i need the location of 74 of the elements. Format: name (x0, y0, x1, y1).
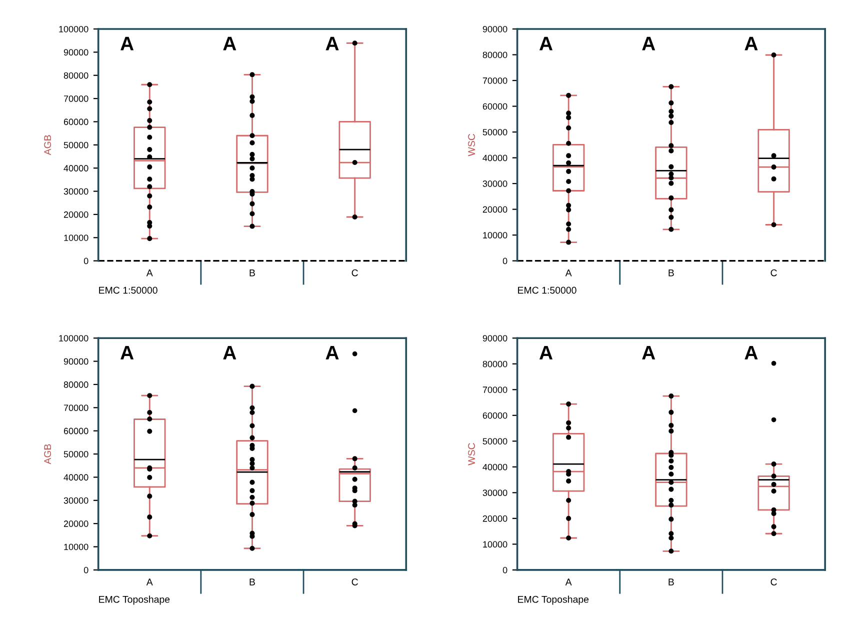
x-tick-label: B (250, 270, 255, 276)
y-tick-label: 80000 (482, 360, 508, 368)
y-tick-label: 20000 (482, 515, 508, 522)
y-tick-label: 60000 (482, 412, 508, 419)
y-tick-label: 50000 (64, 450, 88, 458)
y-tick-label: 60000 (64, 118, 88, 126)
y-tick-label: 60000 (482, 103, 508, 110)
y-tick-label: 20000 (482, 206, 508, 213)
y-tick-label: 100000 (59, 335, 88, 342)
y-tick-label: 20000 (64, 520, 88, 527)
x-tick-label: A (565, 578, 572, 586)
y-tick-label: 0 (84, 258, 88, 264)
y-tick-label: 0 (502, 566, 508, 574)
y-tick-label: 40000 (482, 464, 508, 470)
y-tick-label: 10000 (483, 232, 508, 238)
y-tick-label: 100000 (59, 26, 88, 32)
y-tick-label: 0 (84, 566, 88, 574)
y-tick-label: 70000 (64, 96, 88, 102)
y-tick-label: 10000 (64, 234, 88, 241)
annotation: A (223, 346, 236, 360)
annotation: A (223, 36, 236, 50)
y-tick-label: 30000 (482, 490, 508, 496)
y-tick-label: 30000 (64, 497, 88, 504)
y-tick-label: 50000 (482, 438, 508, 444)
y-tick-label: 0 (502, 258, 508, 264)
y-tick-label: 40000 (64, 165, 88, 172)
y-tick-label: 40000 (64, 474, 88, 481)
annotation: A (539, 36, 553, 50)
y-tick-label: 90000 (482, 26, 508, 32)
x-axis-title: EMC 1:50000 (99, 286, 158, 294)
y-axis-title: AGB (44, 135, 52, 156)
x-tick-label: B (668, 578, 674, 586)
y-tick-label: 10000 (64, 544, 88, 550)
y-axis-title: WSC (468, 134, 475, 156)
annotation: A (326, 36, 339, 50)
y-tick-label: 90000 (482, 335, 508, 342)
y-tick-label: 80000 (64, 381, 88, 388)
y-tick-label: 60000 (64, 428, 88, 434)
annotation: A (120, 36, 134, 50)
x-axis-title: EMC Toposhape (518, 596, 589, 605)
y-axis-title: AGB (44, 444, 52, 464)
x-tick-label: A (565, 270, 572, 276)
annotation: A (120, 346, 134, 360)
annotation: A (642, 36, 656, 50)
annotation: A (326, 346, 339, 360)
x-tick-label: C (770, 578, 777, 586)
x-tick-label: B (668, 270, 674, 276)
y-tick-label: 80000 (482, 52, 508, 58)
y-tick-label: 30000 (482, 180, 508, 187)
y-tick-label: 70000 (64, 404, 88, 412)
y-axis-title: WSC (468, 443, 475, 466)
annotation: A (642, 346, 656, 360)
y-tick-label: 70000 (482, 77, 508, 84)
y-tick-label: 30000 (64, 188, 88, 195)
y-tick-label: 40000 (482, 154, 508, 162)
y-tick-label: 90000 (64, 49, 88, 56)
x-tick-label: A (146, 270, 153, 276)
annotation: A (744, 36, 758, 50)
y-tick-label: 20000 (64, 211, 88, 218)
y-tick-label: 70000 (482, 386, 508, 393)
x-tick-label: B (250, 578, 255, 586)
y-tick-label: 10000 (483, 541, 508, 548)
x-tick-label: A (146, 578, 153, 586)
x-axis-title: EMC 1:50000 (518, 286, 576, 294)
x-axis-title: EMC Toposhape (99, 596, 170, 605)
y-tick-label: 80000 (64, 72, 88, 79)
y-tick-label: 50000 (64, 142, 88, 148)
y-tick-label: 90000 (64, 358, 88, 365)
x-tick-label: C (352, 269, 358, 276)
annotation: A (744, 346, 758, 360)
y-tick-label: 50000 (482, 128, 508, 136)
annotation: A (539, 346, 553, 360)
x-tick-label: C (352, 578, 358, 586)
x-tick-label: C (770, 269, 777, 276)
